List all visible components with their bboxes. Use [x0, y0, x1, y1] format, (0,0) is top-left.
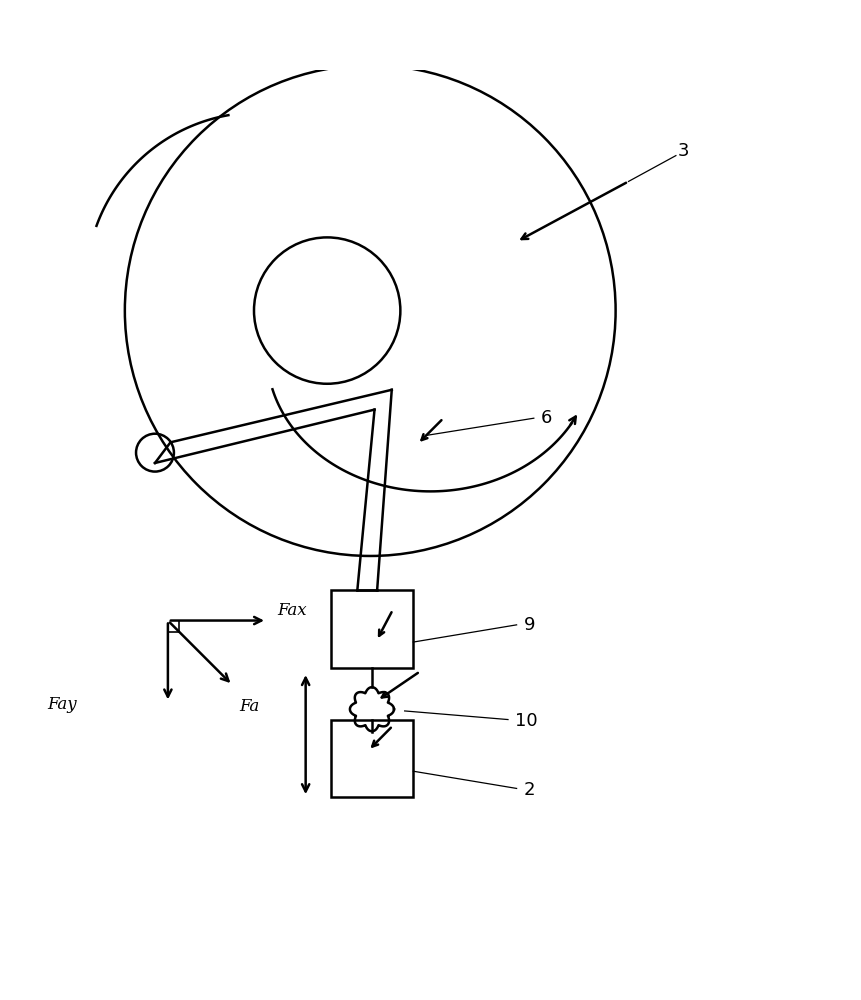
Text: 6: 6: [541, 409, 552, 427]
Text: Fa: Fa: [239, 698, 260, 715]
Text: 9: 9: [523, 616, 535, 634]
Bar: [331, 720, 413, 797]
Text: 3: 3: [678, 142, 689, 160]
Text: Fax: Fax: [277, 602, 307, 619]
Text: 10: 10: [515, 712, 537, 730]
Text: Fay: Fay: [47, 696, 77, 713]
Bar: [331, 590, 413, 668]
Text: 2: 2: [523, 781, 535, 799]
